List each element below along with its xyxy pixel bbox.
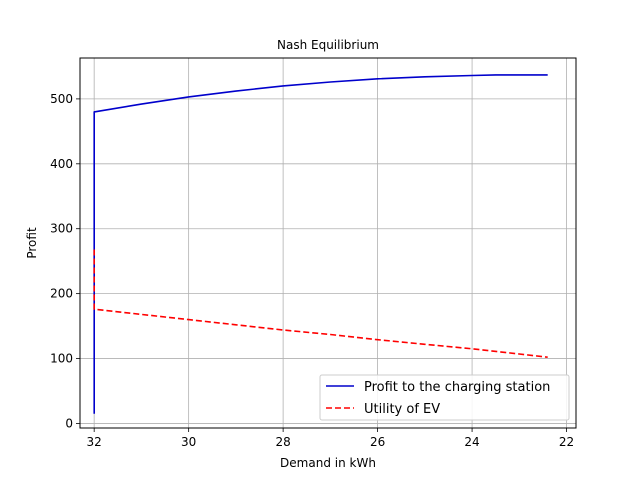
y-tick-label: 400 <box>50 157 73 171</box>
x-axis-label: Demand in kWh <box>280 456 376 470</box>
grid-layer <box>80 58 576 428</box>
y-tick-label: 200 <box>50 287 73 301</box>
plot-frame <box>79 57 577 429</box>
y-tick-label: 500 <box>50 92 73 106</box>
x-tick-label: 28 <box>275 435 290 449</box>
series-line-profit <box>93 74 548 414</box>
tick-layer: 32 30 28 26 24 22 0 100 200 300 400 500 <box>50 92 574 449</box>
series-layer <box>93 74 548 414</box>
legend: Profit to the charging station Utility o… <box>319 374 570 421</box>
x-tick-label: 30 <box>181 435 196 449</box>
y-tick-label: 100 <box>50 352 73 366</box>
legend-label-profit: Profit to the charging station <box>364 380 550 395</box>
series-line-utility <box>93 249 548 358</box>
y-axis-label: Profit <box>25 227 39 259</box>
legend-box <box>319 374 570 421</box>
y-tick-label: 0 <box>65 416 73 430</box>
x-tick-label: 26 <box>370 435 385 449</box>
chart-title: Nash Equilibrium <box>277 38 379 52</box>
y-tick-label: 300 <box>50 222 73 236</box>
x-tick-label: 24 <box>464 435 479 449</box>
x-tick-label: 32 <box>87 435 102 449</box>
x-tick-label: 22 <box>559 435 574 449</box>
legend-label-utility: Utility of EV <box>364 402 440 417</box>
